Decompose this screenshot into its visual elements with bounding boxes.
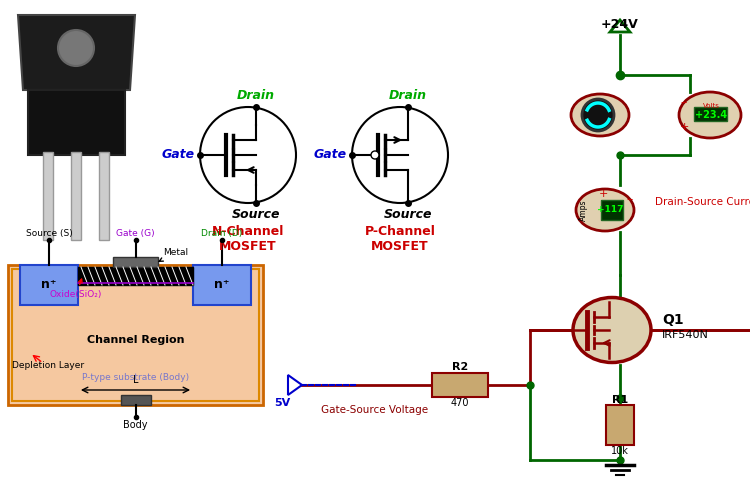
Text: +: + bbox=[598, 189, 608, 199]
Bar bbox=[432, 373, 488, 397]
Text: Gate-Source Voltage: Gate-Source Voltage bbox=[322, 405, 428, 415]
Bar bbox=[121, 395, 151, 405]
Text: Gate (G): Gate (G) bbox=[116, 229, 154, 238]
Text: +23.4: +23.4 bbox=[695, 110, 727, 120]
Circle shape bbox=[58, 30, 94, 66]
Text: Body: Body bbox=[123, 420, 148, 430]
Bar bbox=[113, 257, 158, 267]
Text: Source: Source bbox=[384, 208, 432, 221]
Text: 10k: 10k bbox=[611, 446, 629, 456]
Text: P-Channel
MOSFET: P-Channel MOSFET bbox=[364, 225, 436, 253]
Bar bbox=[601, 200, 623, 220]
Circle shape bbox=[371, 151, 379, 159]
Text: n⁺: n⁺ bbox=[214, 279, 230, 291]
Text: R1: R1 bbox=[612, 395, 628, 405]
Text: Volts: Volts bbox=[703, 103, 719, 109]
Ellipse shape bbox=[571, 94, 629, 136]
Polygon shape bbox=[610, 20, 630, 32]
Text: Oxide(SiO₂): Oxide(SiO₂) bbox=[50, 279, 102, 299]
Ellipse shape bbox=[573, 298, 651, 363]
Bar bbox=[78, 267, 193, 285]
Bar bbox=[71, 152, 81, 240]
Text: Source (S): Source (S) bbox=[26, 229, 72, 238]
Ellipse shape bbox=[576, 189, 634, 231]
Text: Drain: Drain bbox=[389, 89, 427, 102]
Bar bbox=[43, 152, 53, 240]
Bar bbox=[8, 265, 263, 405]
Text: Drain-Source Current: Drain-Source Current bbox=[655, 197, 750, 207]
Polygon shape bbox=[18, 15, 135, 90]
Text: Gate: Gate bbox=[314, 148, 347, 162]
Ellipse shape bbox=[679, 92, 741, 138]
Text: Q1: Q1 bbox=[662, 313, 684, 327]
Text: Depletion Layer: Depletion Layer bbox=[12, 361, 84, 369]
Bar bbox=[12, 269, 259, 401]
Circle shape bbox=[200, 107, 296, 203]
Bar bbox=[20, 265, 78, 305]
Text: 470: 470 bbox=[451, 398, 470, 408]
Text: L: L bbox=[133, 375, 138, 385]
Polygon shape bbox=[288, 375, 302, 395]
Text: Metal: Metal bbox=[159, 248, 188, 262]
Text: –: – bbox=[627, 194, 633, 206]
Text: Drain (D): Drain (D) bbox=[201, 229, 243, 238]
Text: Amps: Amps bbox=[578, 199, 587, 221]
Text: 5V: 5V bbox=[274, 398, 290, 408]
Text: R2: R2 bbox=[452, 362, 468, 372]
Text: N-Channel
MOSFET: N-Channel MOSFET bbox=[211, 225, 284, 253]
Text: Source: Source bbox=[232, 208, 280, 221]
Text: Channel Region: Channel Region bbox=[87, 335, 184, 345]
Text: n⁺: n⁺ bbox=[41, 279, 57, 291]
Bar bbox=[694, 107, 727, 121]
Text: +24V: +24V bbox=[602, 18, 639, 31]
Circle shape bbox=[582, 99, 614, 131]
Circle shape bbox=[352, 107, 448, 203]
Text: –: – bbox=[681, 97, 687, 109]
Text: +: + bbox=[680, 122, 688, 132]
Bar bbox=[28, 90, 125, 155]
Bar bbox=[193, 265, 251, 305]
Text: +117: +117 bbox=[597, 205, 623, 215]
Text: Gate: Gate bbox=[162, 148, 195, 162]
Text: Drain: Drain bbox=[237, 89, 275, 102]
Text: P-type substrate (Body): P-type substrate (Body) bbox=[82, 372, 189, 382]
Text: IRF540N: IRF540N bbox=[662, 330, 709, 340]
Bar bbox=[99, 152, 109, 240]
Bar bbox=[606, 405, 634, 445]
